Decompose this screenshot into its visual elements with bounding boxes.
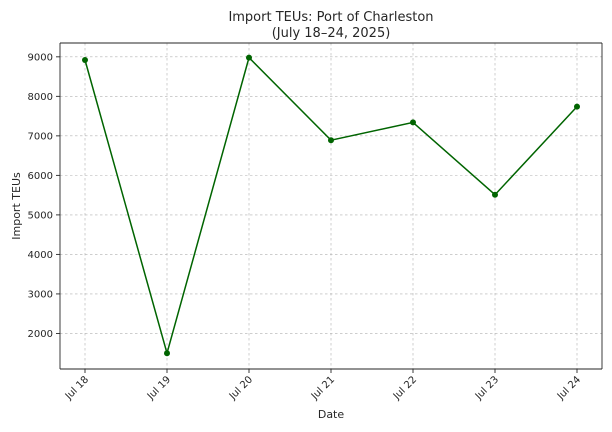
chart-title: Import TEUs: Port of Charleston [228, 10, 433, 25]
data-point [410, 119, 416, 126]
series-layer [82, 54, 580, 357]
x-tick-label: Jul 20 [227, 374, 255, 402]
data-point [492, 191, 498, 198]
data-point [574, 103, 580, 110]
y-tick-label: 6000 [28, 171, 53, 182]
data-point [328, 137, 334, 144]
x-tick-label: Jul 23 [473, 374, 501, 402]
data-point [164, 350, 170, 357]
y-tick-label: 5000 [28, 210, 53, 221]
y-tick-label: 8000 [28, 92, 53, 103]
gridlines [60, 43, 602, 369]
x-axis-label: Date [318, 408, 345, 421]
tick-labels: 2000 3000 4000 5000 6000 7000 8000 9000 Jul 18 Ju… [28, 52, 584, 402]
x-tick-label: Jul 21 [309, 374, 337, 402]
y-tick-label: 7000 [28, 131, 53, 142]
x-tick-label: Jul 19 [145, 374, 173, 402]
x-tick-label: Jul 24 [555, 374, 583, 402]
y-tick-label: 2000 [28, 329, 53, 340]
data-point [246, 54, 252, 61]
y-tick-label: 9000 [28, 52, 53, 63]
x-tick-label: Jul 18 [63, 374, 91, 402]
x-tick-label: Jul 22 [391, 374, 419, 402]
y-tick-label: 4000 [28, 250, 53, 261]
y-axis-label: Import TEUs [10, 172, 23, 240]
chart-subtitle: (July 18–24, 2025) [272, 26, 391, 41]
y-tick-label: 3000 [28, 289, 53, 300]
axes [56, 42, 603, 373]
data-point [82, 56, 88, 63]
